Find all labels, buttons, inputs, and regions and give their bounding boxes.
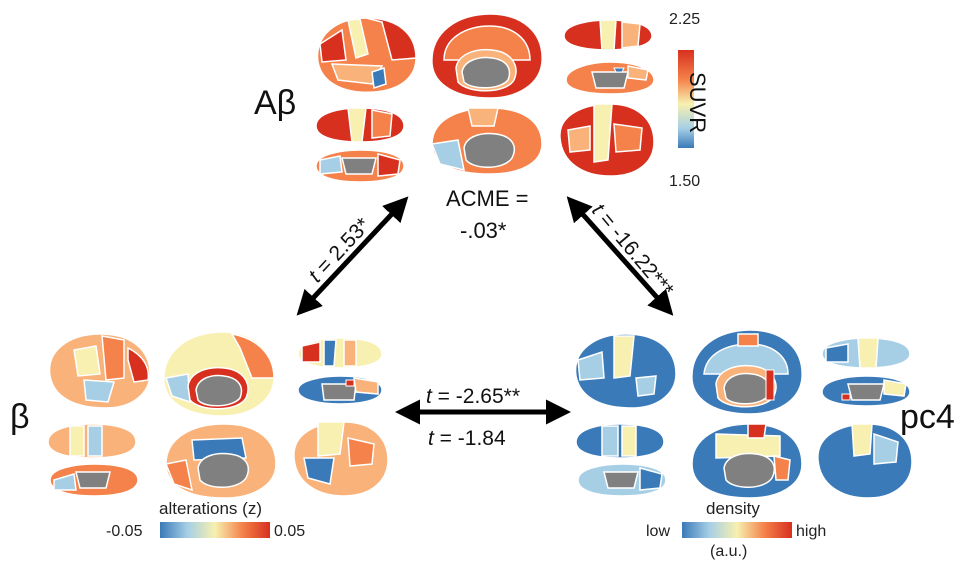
beta-label: β: [10, 398, 30, 436]
abeta-mid-right-brain: [565, 61, 655, 95]
abeta-colorbar-title: SUVR: [685, 72, 710, 134]
beta-lateral-left-brain: [48, 333, 151, 409]
pc4-colorbar-unit: (a.u.): [710, 543, 748, 560]
pc4-mid-right-brain: [821, 375, 911, 407]
stat-beta-pc4-top: t = -2.65**: [426, 385, 520, 408]
abeta-label: Aβ: [254, 84, 297, 122]
pc4-medial-right-brain: [691, 423, 803, 499]
abeta-medial-left-brain: [431, 13, 543, 99]
abeta-lateral-right-brain: [559, 103, 655, 177]
beta-medial-left-brain: [163, 331, 275, 417]
abeta-colorbar-max: 2.25: [669, 11, 701, 28]
abeta-medial-right-brain: [430, 107, 543, 175]
pc4-lateral-left-brain: [574, 333, 677, 409]
abeta-lower-left-brain: [315, 107, 405, 143]
beta-lower-left-brain: [47, 423, 137, 459]
pc4-label: pc4: [900, 398, 955, 436]
beta-colorbar: [160, 522, 270, 538]
beta-medial-right-brain: [164, 423, 277, 499]
beta-colorbar-max: 0.05: [274, 523, 306, 540]
beta-bottom-left-brain: [49, 463, 139, 497]
abeta-bottom-left-brain: [315, 149, 405, 183]
pc4-lateral-right-brain: [817, 423, 913, 499]
pc4-colorbar-high: high: [796, 523, 827, 540]
beta-mid-right-brain: [297, 375, 383, 405]
pc4-colorbar: [682, 522, 792, 538]
beta-top-right-brain: [297, 337, 383, 369]
abeta-lateral-left-brain: [316, 17, 417, 93]
beta-lateral-right-brain: [293, 421, 389, 497]
acme-value: -.03*: [460, 218, 507, 243]
pc4-bottom-left-brain: [577, 463, 667, 497]
pc4-lower-left-brain: [575, 423, 665, 459]
pc4-colorbar-title: density: [706, 499, 760, 518]
pc4-medial-left-brain: [691, 329, 803, 415]
beta-colorbar-title: alterations (z): [159, 499, 262, 518]
pc4-top-right-brain: [821, 337, 911, 369]
pc4-colorbar-low: low: [646, 523, 671, 540]
abeta-colorbar: [678, 50, 694, 148]
stat-beta-pc4-bottom: t = -1.84: [428, 427, 506, 450]
abeta-top-right-brain: [563, 19, 653, 51]
beta-colorbar-min: -0.05: [106, 523, 143, 540]
abeta-colorbar-min: 1.50: [669, 173, 701, 190]
acme-label: ACME =: [446, 186, 529, 211]
arrow-abeta-pc4: [566, 196, 674, 316]
arrow-abeta-beta: [296, 196, 409, 316]
